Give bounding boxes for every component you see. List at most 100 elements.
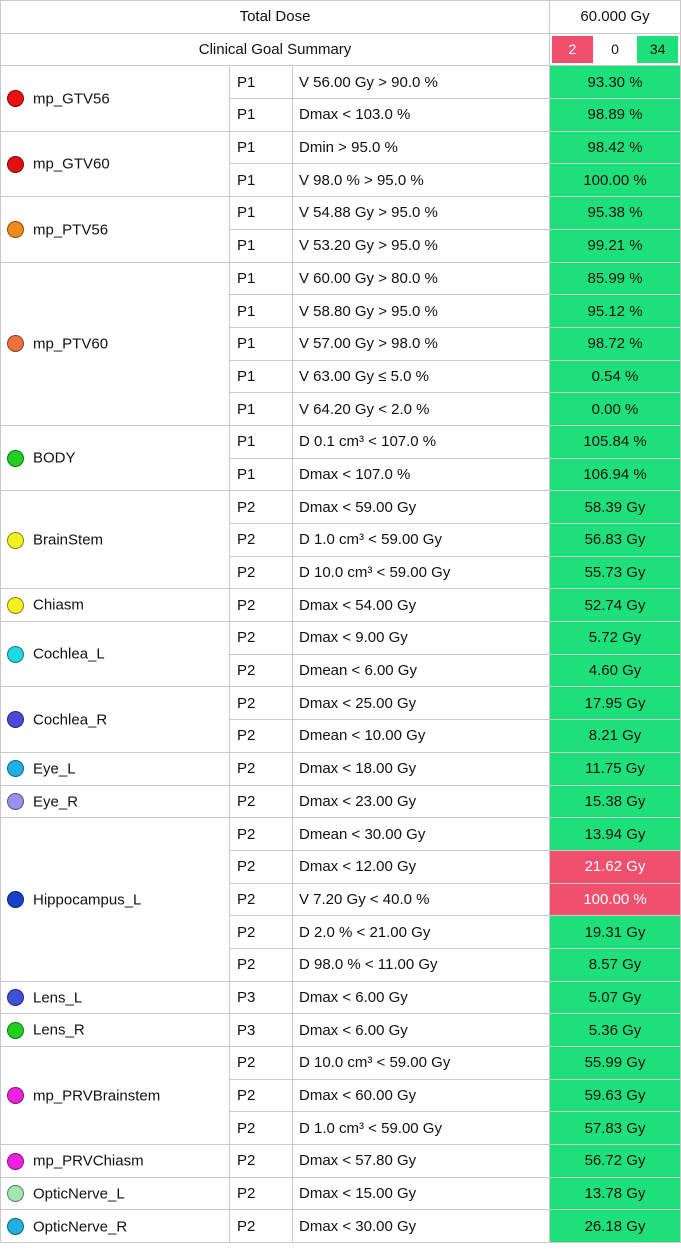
goal-row[interactable]: P1 Dmax < 103.0 % 98.89 % [1, 98, 681, 132]
goal-criteria-cell: V 64.20 Gy < 2.0 % [291, 392, 551, 426]
priority-cell: P2 [229, 1111, 293, 1146]
structure-cell[interactable]: Cochlea_R [0, 686, 230, 753]
structure-cell[interactable]: mp_PRVBrainstem [0, 1045, 230, 1146]
goal-result-cell: 21.62 Gy [549, 849, 681, 884]
goal-row[interactable]: P1 V 98.0 % > 95.0 % 100.00 % [1, 163, 681, 198]
structure-color-icon [7, 1218, 24, 1236]
structure-color-icon [7, 90, 24, 108]
goal-row[interactable]: P2 D 1.0 cm³ < 59.00 Gy 57.83 Gy [1, 1111, 681, 1146]
goal-row[interactable]: P2 D 98.0 % < 11.00 Gy 8.57 Gy [1, 947, 681, 982]
goal-row[interactable]: Cochlea_L P2 Dmax < 9.00 Gy 5.72 Gy [0, 621, 681, 688]
structure-cell[interactable]: Lens_R [0, 1013, 230, 1047]
structure-cell[interactable]: Lens_L [0, 980, 230, 1015]
goal-row[interactable]: P1 V 57.00 Gy > 98.0 % 98.72 % [1, 326, 681, 361]
goal-row[interactable]: P1 V 53.20 Gy > 95.0 % 99.21 % [1, 228, 681, 263]
goal-criteria-cell: D 1.0 cm³ < 59.00 Gy [291, 1111, 551, 1146]
goal-criteria-cell: Dmax < 18.00 Gy [291, 751, 551, 786]
goal-criteria-cell: Dmax < 15.00 Gy [291, 1176, 551, 1211]
goal-row[interactable]: P1 V 64.20 Gy < 2.0 % 0.00 % [1, 392, 681, 426]
goal-result-cell: 106.94 % [549, 457, 681, 492]
goal-row[interactable]: BrainStem P2 Dmax < 59.00 Gy 58.39 Gy [0, 490, 681, 590]
structure-name: mp_PRVBrainstem [33, 1087, 161, 1105]
summary-counts: 2 0 34 [549, 32, 681, 67]
structure-name: Chiasm [33, 596, 84, 614]
goal-result-cell: 55.99 Gy [549, 1046, 681, 1080]
goal-row[interactable]: mp_PRVBrainstem P2 D 10.0 cm³ < 59.00 Gy 55… [0, 1045, 681, 1146]
goal-row[interactable]: P2 Dmean < 10.00 Gy 8.21 Gy [1, 719, 681, 753]
goal-criteria-cell: Dmax < 60.00 Gy [291, 1078, 551, 1113]
structure-cell[interactable]: mp_PTV60 [0, 261, 230, 426]
structure-cell[interactable]: Cochlea_L [0, 621, 230, 688]
goal-row[interactable]: P2 Dmax < 12.00 Gy 21.62 Gy [1, 849, 681, 884]
structure-cell[interactable]: OpticNerve_L [0, 1176, 230, 1211]
priority-cell: P3 [229, 1013, 293, 1047]
goal-criteria-cell: D 98.0 % < 11.00 Gy [291, 947, 551, 982]
goal-row[interactable]: mp_GTV56 P1 V 56.00 Gy > 90.0 % 93.30 % [0, 65, 681, 132]
goal-row[interactable]: mp_PRVChiasm P2 Dmax < 57.80 Gy 56.72 Gy [0, 1144, 681, 1178]
unknown-count-badge[interactable]: 0 [594, 35, 636, 64]
structure-cell[interactable]: OpticNerve_R [0, 1209, 230, 1244]
goal-row[interactable]: P1 V 58.80 Gy > 95.0 % 95.12 % [1, 294, 681, 328]
goal-row[interactable]: Eye_L P2 Dmax < 18.00 Gy 11.75 Gy [0, 751, 681, 786]
goal-row[interactable]: mp_PTV56 P1 V 54.88 Gy > 95.0 % 95.38 % [0, 196, 681, 263]
goal-row[interactable]: Lens_L P3 Dmax < 6.00 Gy 5.07 Gy [0, 980, 681, 1015]
priority-cell: P1 [229, 196, 293, 230]
goal-row[interactable]: Hippocampus_L P2 Dmean < 30.00 Gy 13.94 Gy [0, 817, 681, 982]
goal-row[interactable]: Lens_R P3 Dmax < 6.00 Gy 5.36 Gy [0, 1013, 681, 1047]
goal-row[interactable]: Eye_R P2 Dmax < 23.00 Gy 15.38 Gy [0, 784, 681, 819]
priority-cell: P2 [229, 719, 293, 753]
structure-color-icon [7, 646, 24, 664]
structure-cell[interactable]: Eye_R [0, 784, 230, 819]
structure-name: Eye_R [33, 793, 79, 811]
structure-cell[interactable]: mp_PTV56 [0, 196, 230, 263]
goal-row[interactable]: Cochlea_R P2 Dmax < 25.00 Gy 17.95 Gy [0, 686, 681, 753]
structure-cell[interactable]: mp_GTV56 [0, 65, 230, 132]
priority-cell: P2 [229, 555, 293, 590]
priority-cell: P2 [229, 686, 293, 721]
priority-cell: P1 [229, 65, 293, 100]
priority-cell: P1 [229, 424, 293, 459]
priority-cell: P2 [229, 915, 293, 949]
priority-cell: P1 [229, 130, 293, 165]
goal-result-cell: 13.94 Gy [549, 817, 681, 851]
goal-row[interactable]: P1 V 63.00 Gy ≤ 5.0 % 0.54 % [1, 359, 681, 394]
structure-cell[interactable]: Eye_L [0, 751, 230, 786]
priority-cell: P2 [229, 588, 293, 623]
structure-cell[interactable]: Chiasm [0, 588, 230, 623]
structure-color-icon [7, 596, 24, 614]
passed-count-badge[interactable]: 34 [637, 35, 679, 64]
structure-color-icon [7, 1185, 24, 1203]
total-dose-label: Total Dose [0, 0, 551, 34]
goal-criteria-cell: Dmax < 6.00 Gy [291, 980, 551, 1015]
goal-row[interactable]: mp_GTV60 P1 Dmin > 95.0 % 98.42 % [0, 130, 681, 198]
goal-result-cell: 8.57 Gy [549, 947, 681, 982]
structure-cell[interactable]: mp_GTV60 [0, 130, 230, 198]
structure-cell[interactable]: BrainStem [0, 490, 230, 590]
goal-row[interactable]: Chiasm P2 Dmax < 54.00 Gy 52.74 Gy [0, 588, 681, 623]
structure-cell[interactable]: mp_PRVChiasm [0, 1144, 230, 1178]
goal-result-cell: 0.00 % [549, 392, 681, 426]
goal-criteria-cell: Dmax < 30.00 Gy [291, 1209, 551, 1244]
priority-cell: P1 [229, 294, 293, 328]
priority-cell: P2 [229, 490, 293, 524]
goal-criteria-cell: Dmean < 10.00 Gy [291, 719, 551, 753]
goal-row[interactable]: P2 D 1.0 cm³ < 59.00 Gy 56.83 Gy [1, 523, 681, 557]
goal-row[interactable]: BODY P1 D 0.1 cm³ < 107.0 % 105.84 % [0, 424, 681, 492]
goal-criteria-cell: D 1.0 cm³ < 59.00 Gy [291, 523, 551, 557]
goal-row[interactable]: P1 Dmax < 107.0 % 106.94 % [1, 457, 681, 492]
priority-cell: P2 [229, 947, 293, 982]
goal-row[interactable]: OpticNerve_R P2 Dmax < 30.00 Gy 26.18 Gy [0, 1209, 681, 1244]
structure-cell[interactable]: BODY [0, 424, 230, 492]
structure-cell[interactable]: Hippocampus_L [0, 817, 230, 982]
structure-color-icon [7, 711, 24, 729]
goal-result-cell: 52.74 Gy [549, 588, 681, 623]
priority-cell: P2 [229, 751, 293, 786]
goal-criteria-cell: Dmax < 57.80 Gy [291, 1144, 551, 1178]
structure-color-icon [7, 531, 24, 549]
goal-row[interactable]: OpticNerve_L P2 Dmax < 15.00 Gy 13.78 Gy [0, 1176, 681, 1211]
failed-count-badge[interactable]: 2 [552, 35, 593, 64]
priority-cell: P1 [229, 359, 293, 394]
goal-row[interactable]: mp_PTV60 P1 V 60.00 Gy > 80.0 % 85.99 % [0, 261, 681, 426]
priority-cell: P1 [229, 261, 293, 296]
goal-row[interactable]: P2 D 2.0 % < 21.00 Gy 19.31 Gy [1, 915, 681, 949]
